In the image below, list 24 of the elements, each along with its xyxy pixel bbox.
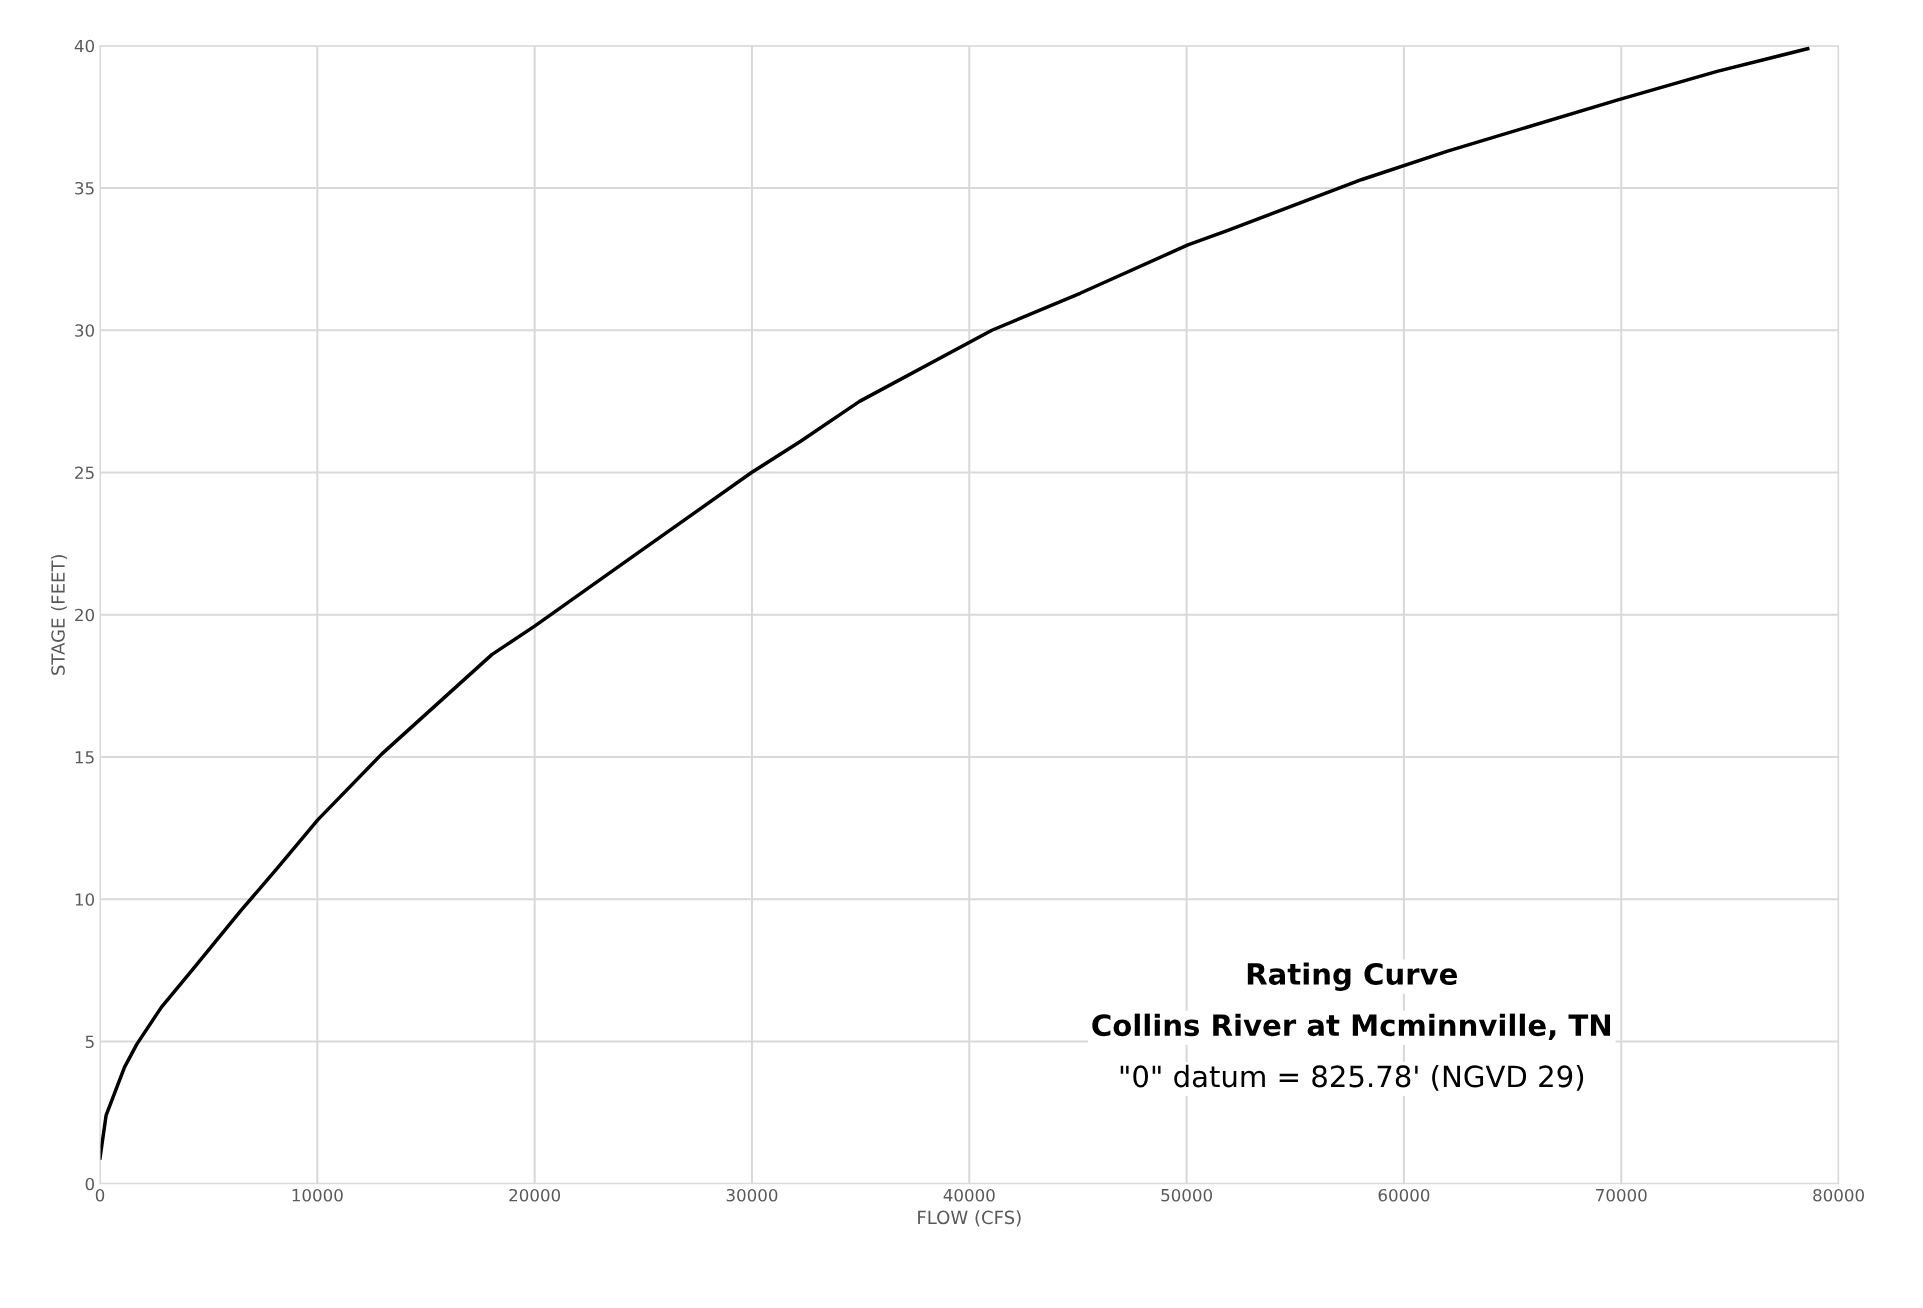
- x-tick-label: 0: [95, 1188, 105, 1202]
- y-tick-label: 35: [75, 181, 94, 195]
- text: Rating Curve: [1247, 962, 1457, 991]
- x-tick-label: 30000: [726, 1188, 778, 1202]
- y-tick-label: 5: [85, 1035, 94, 1049]
- y-tick-label: 0: [85, 1177, 95, 1191]
- text: Collins River at Mcminnville, TN: [1092, 1013, 1611, 1040]
- y-tick-label: 20: [75, 608, 95, 622]
- x-tick-label: 10000: [292, 1188, 343, 1202]
- y-tick-label: 30: [75, 324, 95, 337]
- annotation: "0" datum = 825.78' (NGVD 29): [1120, 1064, 1584, 1091]
- x-tick-label: 20000: [509, 1188, 561, 1202]
- line-series: [100, 46, 1810, 1160]
- x-tick-label: 60000: [1378, 1188, 1430, 1202]
- y-axis-title: STAGE (FEET): [50, 555, 67, 675]
- x-tick-label: 50000: [1161, 1188, 1213, 1202]
- y-tick-label: 40: [74, 39, 95, 53]
- x-tick-label: 80000: [1813, 1188, 1864, 1202]
- x-tick-label: 40000: [943, 1188, 995, 1202]
- y-tick-label: 10: [75, 893, 95, 906]
- x-axis-title: FLOW (CFS): [918, 1210, 1021, 1227]
- y-tick-label: 15: [75, 751, 94, 764]
- x-tick-label: 70000: [1596, 1188, 1647, 1202]
- y-tick-label: 25: [75, 466, 94, 480]
